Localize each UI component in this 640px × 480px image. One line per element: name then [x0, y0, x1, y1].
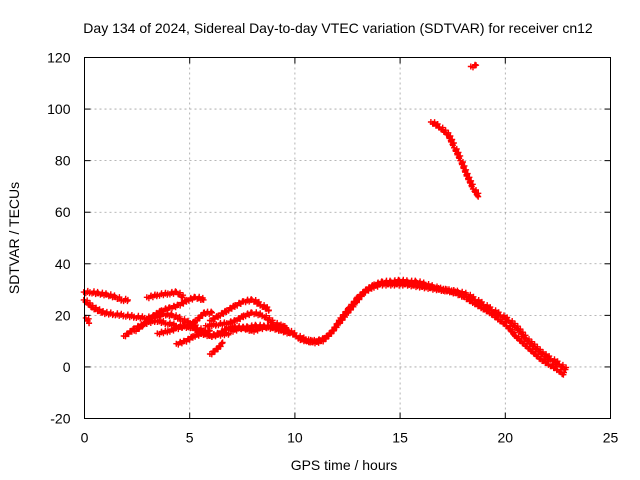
- y-tick-label: 60: [55, 204, 71, 220]
- series-track-o: [295, 276, 570, 373]
- y-tick-label: 0: [63, 359, 71, 375]
- series-track-i: [206, 296, 272, 325]
- data-points: [80, 61, 570, 378]
- data-point-markers: [143, 288, 187, 302]
- series-track-l: [206, 339, 226, 358]
- x-tick-label: 0: [81, 430, 89, 446]
- y-tick-label: 120: [47, 50, 71, 66]
- grid: [84, 57, 611, 419]
- data-point-markers: [427, 119, 482, 200]
- y-axis-label: SDTVAR / TECUs: [6, 182, 22, 294]
- series-track-d: [143, 288, 187, 302]
- x-tick-label: 5: [186, 430, 194, 446]
- chart-title: Day 134 of 2024, Sidereal Day-to-day VTE…: [83, 20, 593, 36]
- data-point-markers: [467, 61, 480, 71]
- series-track-q: [467, 61, 480, 71]
- data-point-markers: [206, 339, 226, 358]
- axis-ticks: 0 5 10 15 20 25 -20 0 20 40 60 80 100 120: [47, 50, 618, 446]
- x-tick-label: 25: [603, 430, 619, 446]
- series-track-h: [173, 327, 213, 348]
- data-point-markers: [295, 276, 570, 373]
- y-tick-label: 20: [55, 307, 71, 323]
- x-tick-label: 15: [392, 430, 408, 446]
- x-tick-label: 10: [287, 430, 303, 446]
- x-tick-label: 20: [498, 430, 514, 446]
- data-point-markers: [206, 296, 272, 325]
- series-track-b: [82, 314, 93, 327]
- plot-border: [84, 57, 611, 419]
- series-track-p: [427, 119, 482, 200]
- data-point-markers: [80, 287, 131, 305]
- series-track-a: [80, 287, 131, 305]
- data-point-markers: [82, 314, 93, 327]
- y-tick-label: 80: [55, 153, 71, 169]
- y-tick-label: 100: [47, 101, 71, 117]
- y-tick-label: 40: [55, 256, 71, 272]
- x-axis-label: GPS time / hours: [291, 457, 398, 473]
- data-point-markers: [173, 327, 213, 348]
- y-tick-label: -20: [50, 411, 70, 427]
